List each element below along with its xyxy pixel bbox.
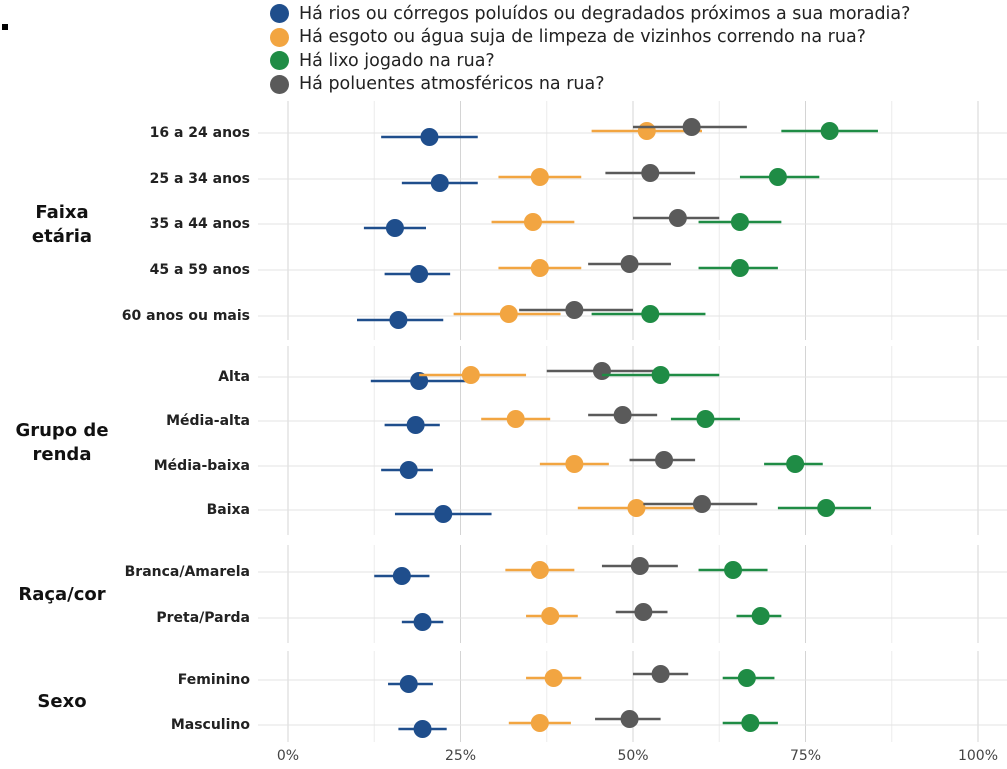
data-point-1 <box>506 410 525 428</box>
data-point-1 <box>461 366 480 384</box>
row-label: 60 anos ou mais <box>122 308 250 324</box>
row-label: 16 a 24 anos <box>150 125 250 141</box>
group-label: Grupo de renda <box>15 420 108 465</box>
group-label: Faixa etária <box>32 202 92 247</box>
row-label: Masculino <box>171 717 251 733</box>
data-point-3 <box>613 406 632 424</box>
legend-item-poluentes: Há poluentes atmosféricos na rua? <box>270 73 910 97</box>
row-label: Baixa <box>207 502 250 518</box>
data-point-2 <box>768 168 787 186</box>
legend-label: Há poluentes atmosféricos na rua? <box>299 74 605 95</box>
data-point-2 <box>786 455 805 473</box>
data-point-3 <box>682 118 701 136</box>
data-point-1 <box>544 669 563 687</box>
row-label: Alta <box>218 369 250 385</box>
data-point-1 <box>530 168 549 186</box>
data-point-3 <box>634 603 653 621</box>
x-tick-label: 100% <box>958 748 998 764</box>
data-point-2 <box>820 122 839 140</box>
data-point-3 <box>651 665 670 683</box>
legend-swatch-poluentes-icon <box>270 74 289 94</box>
data-point-2 <box>817 499 836 517</box>
row-label: 45 a 59 anos <box>150 262 250 278</box>
data-point-3 <box>565 301 584 319</box>
data-point-3 <box>630 557 649 575</box>
data-point-0 <box>434 505 453 523</box>
legend: Há rios ou córregos poluídos ou degradad… <box>270 2 910 96</box>
x-tick-label: 50% <box>617 748 648 764</box>
data-point-2 <box>730 213 749 231</box>
data-point-2 <box>751 607 770 625</box>
data-point-2 <box>724 561 743 579</box>
row-label: Branca/Amarela <box>125 564 250 580</box>
legend-label: Há lixo jogado na rua? <box>299 50 495 71</box>
data-point-0 <box>389 311 408 329</box>
data-point-0 <box>392 567 411 585</box>
x-tick-label: 75% <box>790 748 821 764</box>
data-point-0 <box>399 675 418 693</box>
data-point-1 <box>523 213 542 231</box>
data-point-0 <box>385 219 404 237</box>
data-point-0 <box>413 720 432 738</box>
data-point-1 <box>499 305 518 323</box>
data-point-1 <box>530 259 549 277</box>
data-point-3 <box>620 255 639 273</box>
legend-item-lixo: Há lixo jogado na rua? <box>270 49 910 73</box>
group-label: Raça/cor <box>18 584 105 605</box>
data-point-3 <box>668 209 687 227</box>
data-point-2 <box>641 305 660 323</box>
row-label: Preta/Parda <box>156 610 250 626</box>
data-point-2 <box>730 259 749 277</box>
data-point-0 <box>430 174 449 192</box>
legend-swatch-rios-icon <box>270 4 289 24</box>
row-label: Feminino <box>178 672 251 688</box>
data-point-1 <box>530 714 549 732</box>
data-point-0 <box>399 461 418 479</box>
row-label: 35 a 44 anos <box>150 216 250 232</box>
legend-label: Há rios ou córregos poluídos ou degradad… <box>299 3 911 24</box>
legend-item-esgoto: Há esgoto ou água suja de limpeza de viz… <box>270 26 910 50</box>
corner-mark <box>2 24 8 30</box>
data-point-1 <box>637 122 656 140</box>
data-point-3 <box>655 451 674 469</box>
group-label: Sexo <box>37 691 86 712</box>
data-point-1 <box>541 607 560 625</box>
data-point-2 <box>696 410 715 428</box>
row-label: Média-baixa <box>154 458 250 474</box>
data-point-2 <box>651 366 670 384</box>
data-point-0 <box>420 128 439 146</box>
legend-swatch-lixo-icon <box>270 51 289 71</box>
data-point-0 <box>410 372 429 390</box>
data-point-3 <box>693 495 711 513</box>
data-point-0 <box>410 265 429 283</box>
data-point-1 <box>565 455 584 473</box>
legend-swatch-esgoto-icon <box>270 27 289 47</box>
x-tick-label: 25% <box>445 748 476 764</box>
legend-item-rios: Há rios ou córregos poluídos ou degradad… <box>270 2 910 26</box>
row-label: 25 a 34 anos <box>150 171 250 187</box>
legend-label: Há esgoto ou água suja de limpeza de viz… <box>299 27 866 48</box>
data-point-0 <box>406 416 425 434</box>
data-point-1 <box>530 561 549 579</box>
data-point-3 <box>592 362 611 380</box>
x-tick-label: 0% <box>277 748 299 764</box>
data-point-3 <box>641 164 660 182</box>
data-point-0 <box>413 613 432 631</box>
data-point-3 <box>620 710 639 728</box>
data-point-2 <box>741 714 760 732</box>
row-label: Média-alta <box>166 413 250 429</box>
data-point-1 <box>627 499 646 517</box>
data-point-2 <box>737 669 756 687</box>
